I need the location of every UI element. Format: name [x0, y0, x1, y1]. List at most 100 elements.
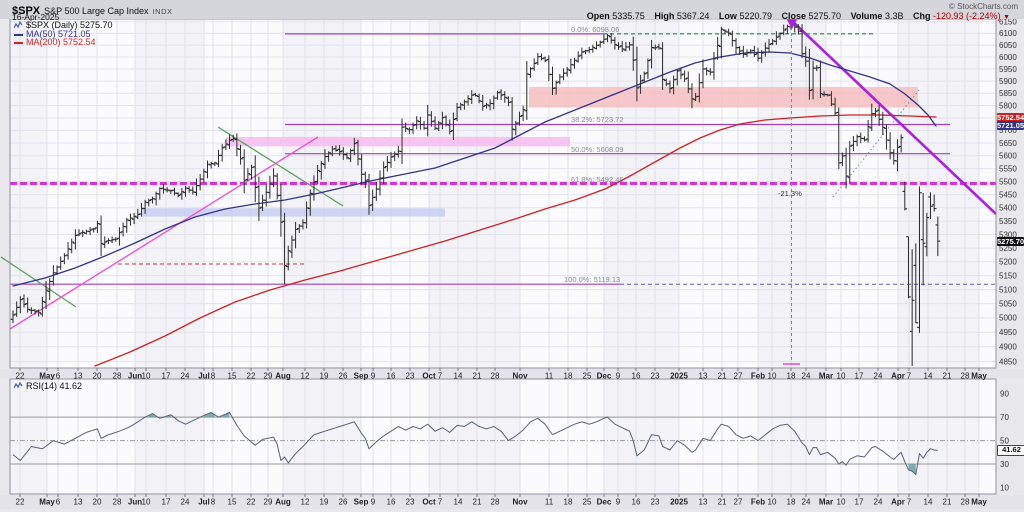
x-tick-label: 2025 [670, 498, 688, 507]
percent-measure [783, 18, 800, 365]
legend-ma50: MA(50) 5721.05 [14, 29, 91, 39]
price-axis-label: 5600 [999, 152, 1017, 161]
x-tick-label: 18 [787, 372, 796, 381]
x-tick-label: Dec [597, 372, 612, 381]
x-tick-label: 21 [943, 372, 952, 381]
x-tick-label: Sep [354, 372, 369, 381]
fib-level-label: 38.2%: 5723.72 [571, 115, 624, 125]
price-axis-label: 5100 [999, 285, 1017, 294]
chg-label: Chg [912, 11, 931, 21]
x-tick-label: 28 [491, 498, 500, 507]
x-tick-label: 24 [802, 372, 811, 381]
x-tick-label: 9 [371, 372, 376, 381]
chart-style-icon [13, 20, 23, 29]
x-tick-label: 6 [56, 498, 61, 507]
x-tick-label: 7 [907, 498, 912, 507]
x-tick-label: May [971, 372, 987, 381]
magenta-uptrend-line [9, 136, 319, 330]
x-tick-label: Jun [128, 498, 142, 507]
x-tick-label: 21 [473, 498, 482, 507]
price-axis-label: 5400 [999, 204, 1017, 213]
x-tick-label: 26 [339, 372, 348, 381]
rsi-value-badge: 41.62 [997, 445, 1024, 457]
x-tick-label: 28 [113, 372, 122, 381]
legend-ma50-label: MA(50) 5721.05 [26, 29, 91, 39]
legend-main-label: $SPX (Daily) 5275.70 [26, 20, 113, 30]
navy-dotted-wedge-line [832, 89, 920, 198]
price-axis-label: 5900 [999, 77, 1017, 86]
high-label: High [654, 11, 675, 21]
legend-main: $SPX (Daily) 5275.70 [13, 20, 113, 30]
x-tick-label: Jul [198, 498, 210, 507]
fib-level-label: 0.0%: 6098.06 [571, 24, 620, 34]
x-tick-label: 9 [371, 498, 376, 507]
price-axis-label: 4900 [999, 343, 1017, 352]
x-tick-label: 29 [264, 372, 273, 381]
x-tick-label: 23 [651, 498, 660, 507]
low-label: Low [718, 11, 737, 21]
close-label: Close [781, 11, 807, 21]
price-axis-label: 5150 [999, 271, 1017, 280]
x-tick-label: 10 [768, 372, 777, 381]
x-tick-label: 29 [264, 498, 273, 507]
fib-level-label: 100.0%: 5119.13 [564, 275, 621, 285]
x-tick-label: 16 [632, 372, 641, 381]
x-tick-label: Nov [512, 372, 528, 381]
x-tick-label: May [971, 498, 987, 507]
rsi-axis-label: 90 [1000, 390, 1009, 399]
rsi-axis-label: 10 [1000, 483, 1009, 492]
x-tick-label: 16 [387, 498, 396, 507]
x-tick-label: Feb [751, 372, 765, 381]
x-tick-label: 14 [924, 498, 933, 507]
ma50-line-swatch [14, 33, 23, 36]
price-axis-label: 4850 [999, 357, 1017, 366]
x-tick-label: 10 [768, 498, 777, 507]
x-tick-label: Apr [891, 498, 905, 507]
x-tick-label: Nov [512, 498, 528, 507]
x-tick-label: 13 [699, 498, 708, 507]
x-tick-label: 12 [301, 498, 310, 507]
x-axis: 2222MayMay66131320202828JunJun1010171724… [0, 368, 1024, 509]
x-tick-label: Jul [198, 372, 210, 381]
x-tick-label: 13 [74, 372, 83, 381]
x-tick-label: 16 [632, 498, 641, 507]
x-tick-label: May [39, 372, 55, 381]
header-title: $SPX S&P 500 Large Cap Index INDX [12, 1, 172, 17]
x-tick-label: 24 [874, 498, 883, 507]
x-tick-label: 17 [162, 498, 171, 507]
x-tick-label: 24 [874, 372, 883, 381]
x-tick-label: Aug [275, 372, 291, 381]
x-tick-label: May [39, 498, 55, 507]
price-axis-label: 5250 [999, 244, 1017, 253]
fib-level-label: 50.0%: 5608.09 [571, 144, 624, 154]
index-name: S&P 500 Large Cap Index [44, 6, 149, 16]
x-tick-label: 10 [142, 498, 151, 507]
x-tick-label: Apr [891, 372, 905, 381]
x-tick-label: 21 [718, 372, 727, 381]
chg-value: -120.93 (-2.24%) [933, 11, 1001, 21]
chg-down-arrow-icon: ▼ [1003, 14, 1010, 21]
price-axis-label: 5500 [999, 177, 1017, 186]
x-tick-label: 20 [93, 372, 102, 381]
date-label: 16-Apr-2025 [12, 12, 60, 22]
high-value: 5367.24 [676, 11, 710, 21]
price-axis-label: 5850 [999, 89, 1017, 98]
x-tick-label: Oct [422, 498, 436, 507]
legend-ma200-label: MA(200) 5752.54 [26, 37, 96, 47]
price-axis-label: 5700 [999, 126, 1017, 135]
x-tick-label: Dec [597, 498, 612, 507]
price-axis-label: 5200 [999, 258, 1017, 267]
indicator-icon [13, 381, 23, 390]
rsi-axis-label: 50 [1000, 436, 1009, 445]
x-tick-label: 24 [181, 498, 190, 507]
x-tick-label: Oct [422, 372, 436, 381]
x-tick-label: 8 [211, 372, 216, 381]
price-axis-label: 5450 [999, 190, 1017, 199]
x-tick-label: 17 [855, 372, 864, 381]
x-tick-label: 27 [734, 498, 743, 507]
x-tick-label: 28 [491, 372, 500, 381]
x-tick-label: 9 [616, 372, 621, 381]
legend-ma200: MA(200) 5752.54 [14, 37, 96, 47]
x-tick-label: 22 [16, 498, 25, 507]
